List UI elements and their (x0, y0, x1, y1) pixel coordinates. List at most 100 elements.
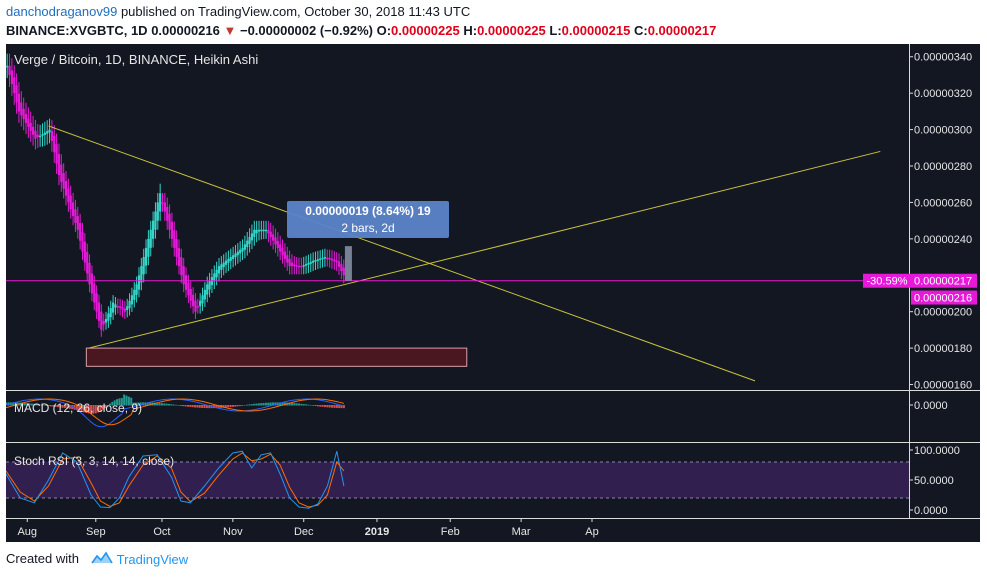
macd-histogram-bar (175, 404, 178, 406)
candle-body (168, 213, 171, 230)
candle-body (309, 261, 312, 264)
price-label-2: 0.00000216 (914, 293, 972, 305)
candle-body (333, 259, 336, 262)
candle-body (17, 93, 21, 112)
publish-info: published on TradingView.com, October 30… (117, 4, 471, 19)
candle-body (109, 308, 112, 318)
candle-body (39, 135, 42, 138)
percent-label: -30.59% (867, 276, 908, 288)
macd-histogram-bar (144, 402, 147, 406)
macd-histogram-bar (316, 405, 319, 407)
candle-body (295, 265, 298, 267)
candle-body (276, 240, 279, 248)
macd-histogram-bar (153, 402, 156, 406)
candle-body (232, 255, 235, 259)
macd-histogram-bar (260, 403, 263, 406)
macd-histogram-bar (328, 405, 331, 408)
macd-histogram-bar (168, 403, 171, 406)
candle-body (220, 264, 223, 270)
price-label-1: 0.00000217 (914, 276, 972, 288)
macd-histogram-bar (146, 402, 149, 406)
macd-pane-title: MACD (12, 26, close, 9) (14, 401, 143, 415)
candle-body (248, 237, 251, 244)
x-tick-label: Mar (512, 526, 531, 538)
macd-histogram-bar (92, 405, 95, 414)
macd-histogram-bar (205, 405, 208, 409)
candle-body (326, 257, 329, 260)
low-label: L: (545, 23, 562, 38)
candle-body (119, 306, 122, 309)
macd-histogram-bar (229, 405, 232, 408)
stoch-tick-label: 0.0000 (914, 505, 948, 517)
close-label: C: (630, 23, 648, 38)
macd-histogram-bar (21, 402, 24, 406)
chart-svg[interactable]: 0.00000340 0.00000320 0.00000300 0.00000280… (6, 44, 980, 542)
candle-body (81, 231, 84, 252)
last-price: 0.00000216 (147, 23, 224, 38)
candle-body (272, 234, 275, 241)
author-link[interactable]: danchodraganov99 (6, 4, 118, 19)
candle-body (314, 259, 317, 262)
candle-body (10, 70, 13, 85)
candle-body (67, 188, 70, 203)
macd-histogram-bar (134, 402, 137, 406)
macd-histogram-bar (90, 405, 93, 414)
x-tick-label: Feb (441, 526, 460, 538)
macd-histogram-bar (94, 405, 97, 414)
macd-histogram-bar (68, 405, 71, 409)
macd-histogram-bar (80, 405, 83, 412)
candle-body (290, 262, 294, 267)
y-tick-label: 0.00000240 (914, 234, 972, 246)
candle-body (255, 229, 258, 234)
macd-histogram-bar (290, 402, 293, 406)
candle-body (170, 221, 174, 239)
macd-histogram-bar (118, 398, 121, 406)
macd-histogram-bar (288, 402, 291, 406)
x-tick-label: Sep (86, 526, 106, 538)
candle-body (281, 248, 284, 256)
y-tick-label: 0.00000180 (914, 343, 972, 355)
macd-histogram-bar (186, 405, 189, 407)
macd-histogram-bar (312, 405, 315, 406)
candle-body (184, 275, 188, 290)
candle-body (330, 258, 334, 261)
candle-body (267, 229, 270, 234)
candle-body (100, 311, 103, 330)
macd-histogram-bar (262, 402, 265, 406)
macd-histogram-bar (342, 405, 345, 409)
trendline (88, 150, 881, 349)
macd-histogram-bar (54, 405, 57, 407)
candle-body (180, 257, 183, 276)
high-label: H: (459, 23, 478, 38)
macd-histogram-bar (14, 402, 17, 406)
candle-body (24, 114, 28, 124)
candle-body (74, 209, 77, 223)
price-change: −0.00000002 (−0.92%) (236, 23, 377, 38)
measure-range (344, 246, 352, 281)
macd-histogram-bar (56, 405, 59, 408)
x-tick-label: Oct (153, 526, 170, 538)
candle-body (133, 289, 136, 300)
price-label-bg (911, 290, 977, 305)
macd-histogram-bar (28, 403, 31, 406)
candle-body (335, 260, 338, 263)
candle-body (215, 269, 218, 278)
macd-histogram-bar (97, 405, 100, 413)
macd-histogram-bar (130, 397, 133, 406)
candle-body (328, 257, 331, 260)
y-tick-label: 0.00000200 (914, 307, 972, 319)
candle-body (123, 308, 126, 312)
candle-body (62, 173, 65, 189)
candle-body (302, 265, 305, 267)
macd-histogram-bar (234, 405, 237, 407)
candle-body (57, 153, 61, 176)
candle-body (222, 262, 225, 268)
candle-body (88, 262, 91, 285)
main-pane-title: Verge / Bitcoin, 1D, BINANCE, Heikin Ash… (14, 52, 259, 67)
candle-body (213, 273, 216, 282)
tradingview-link[interactable]: TradingView (116, 552, 189, 568)
chart-area[interactable]: 0.00000340 0.00000320 0.00000300 0.00000280… (6, 44, 980, 542)
macd-histogram-bar (132, 402, 135, 406)
candle-body (177, 248, 181, 267)
candle-body (46, 131, 49, 134)
